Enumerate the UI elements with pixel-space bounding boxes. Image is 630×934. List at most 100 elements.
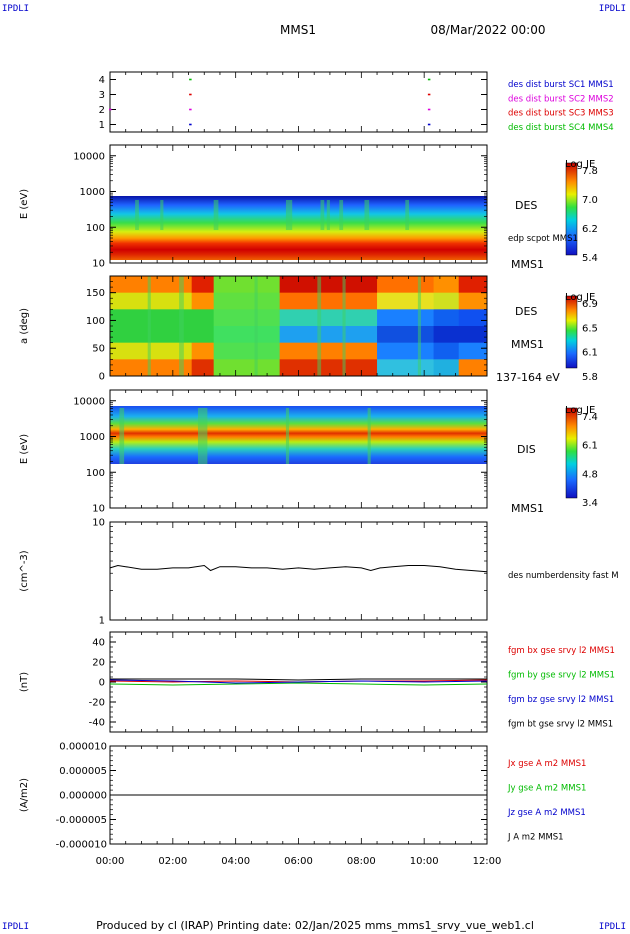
legend-entry: Jz gse A m2 MMS1: [507, 808, 586, 818]
pitch-cell: [213, 276, 281, 294]
pitch-cell: [458, 276, 488, 294]
burst-mark: [109, 108, 112, 111]
y-tick-label: 10000: [73, 396, 105, 407]
y-tick-label: 0.000010: [59, 742, 107, 753]
series-line: [109, 564, 488, 573]
spectrogram-streak: [119, 408, 125, 464]
x-tick-label: 08:00: [347, 856, 376, 867]
pitch-cell: [110, 326, 193, 344]
des-colorbar: [565, 162, 578, 256]
panel-magnetic-field: 40 20 0 -20 -40 (nT) fgm bx gse srvy l2 MMS1 f…: [19, 631, 615, 733]
spectrogram-streak: [326, 200, 330, 230]
pitch-cell: [191, 309, 215, 327]
colorbar-tick-label: 3.4: [582, 498, 598, 509]
x-tick-label: 04:00: [221, 856, 250, 867]
y-tick-label: 1: [99, 120, 105, 131]
y-tick-label: 10: [92, 504, 105, 515]
burst-mark: [427, 93, 431, 96]
pitch-cell: [191, 359, 215, 377]
colorbar-title: Log JE: [565, 292, 595, 303]
side-label: edp scpot MMS1: [508, 234, 578, 244]
pitch-streak: [147, 276, 151, 376]
spectrogram-streak: [285, 200, 293, 230]
pitch-cell: [433, 326, 460, 344]
panel-pitch-angle: 150 100 50 0 a (deg) Log JE6.9 6.5 6.1 5.8 DES M…: [19, 275, 598, 384]
y-tick-label: 100: [86, 223, 105, 234]
pitch-cell: [191, 326, 215, 344]
y-axis-label: a (deg): [19, 308, 30, 344]
burst-mark: [189, 108, 192, 111]
pitch-cell: [458, 326, 488, 344]
spectrogram-streak: [320, 200, 325, 230]
colorbar-tick-label: 5.8: [582, 372, 598, 383]
legend-entry: des dist burst SC4 MMS4: [508, 123, 614, 133]
colorbar-title: Log JE: [565, 405, 595, 416]
pitch-cell: [213, 359, 281, 377]
date-title: 08/Mar/2022 00:00: [431, 23, 546, 37]
footer-text: Produced by cl (IRAP) Printing date: 02/…: [96, 919, 534, 932]
spectrogram-streak: [160, 200, 164, 230]
y-tick-label: 1: [99, 616, 105, 627]
spacecraft-title: MMS1: [280, 23, 316, 37]
side-label: MMS1: [511, 258, 544, 271]
colorbar-tick-label: 6.9: [582, 299, 598, 310]
y-axis-label: E (eV): [19, 189, 30, 219]
y-tick-label: 100: [86, 468, 105, 479]
burst-mark: [189, 78, 192, 81]
x-tick-label: 12:00: [473, 856, 502, 867]
spectrogram-streak: [339, 200, 344, 230]
y-axis-label: (nT): [19, 672, 30, 692]
colorbar-tick-label: 7.8: [582, 166, 598, 177]
burst-mark: [189, 123, 192, 126]
pitch-cell: [110, 309, 193, 327]
y-tick-label: 3: [99, 90, 105, 101]
side-label: MMS1: [511, 502, 544, 515]
pitch-cell: [279, 342, 378, 360]
y-axis-label: (A/m2): [19, 778, 30, 812]
pitch-colorbar: [565, 295, 578, 369]
series-line: [109, 679, 488, 684]
dis-colorbar: [565, 407, 578, 499]
pitch-cell: [433, 292, 460, 310]
legend-entry: des dist burst SC3 MMS3: [508, 109, 614, 119]
pitch-cell: [110, 359, 193, 377]
y-tick-label: -0.000005: [56, 815, 107, 826]
colorbar-tick-label: 6.2: [582, 224, 598, 235]
colorbar-tick-label: 7.4: [582, 412, 598, 423]
panel-density: 10 1 (cm^-3) des numberdensity fast M: [19, 518, 619, 627]
pitch-cell: [377, 309, 435, 327]
pitch-cell: [191, 342, 215, 360]
y-tick-label: -0.000010: [56, 840, 107, 851]
y-axis-label: (cm^-3): [19, 550, 30, 591]
pitch-cell: [377, 359, 435, 377]
y-tick-label: 50: [92, 344, 105, 355]
corner-label-bottom-right: IPDLI: [598, 922, 626, 932]
pitch-cell: [110, 276, 193, 294]
pitch-cell: [110, 342, 193, 360]
y-axis-label: E (eV): [19, 434, 30, 464]
series-line: [109, 682, 488, 686]
burst-mark: [189, 93, 192, 96]
pitch-cell: [377, 326, 435, 344]
dis-energy-spectrogram-fill: [110, 406, 487, 464]
panel-burst: 4 3 2 1 des dist burst SC1 MMS1 des dist bur…: [99, 71, 614, 133]
spectrogram-streak: [197, 408, 208, 464]
panel-current-density: 0.000010 0.000005 0.000000 -0.000005 -0.0000…: [19, 742, 586, 851]
y-tick-label: 1000: [80, 187, 105, 198]
x-tick-label: 02:00: [158, 856, 187, 867]
corner-label-top-left: IPDLI: [2, 4, 30, 14]
y-tick-label: -40: [89, 718, 105, 729]
colorbar-tick-label: 5.4: [582, 253, 598, 264]
y-tick-label: 2: [99, 105, 105, 116]
legend-entry: fgm bx gse srvy l2 MMS1: [508, 646, 615, 656]
pitch-cell: [110, 292, 193, 310]
pitch-cell: [458, 359, 488, 377]
spectrogram-streak: [213, 200, 219, 230]
y-tick-label: 10: [92, 259, 105, 270]
side-label: DIS: [517, 443, 536, 456]
pitch-cell: [433, 309, 460, 327]
pitch-streak: [179, 276, 184, 376]
